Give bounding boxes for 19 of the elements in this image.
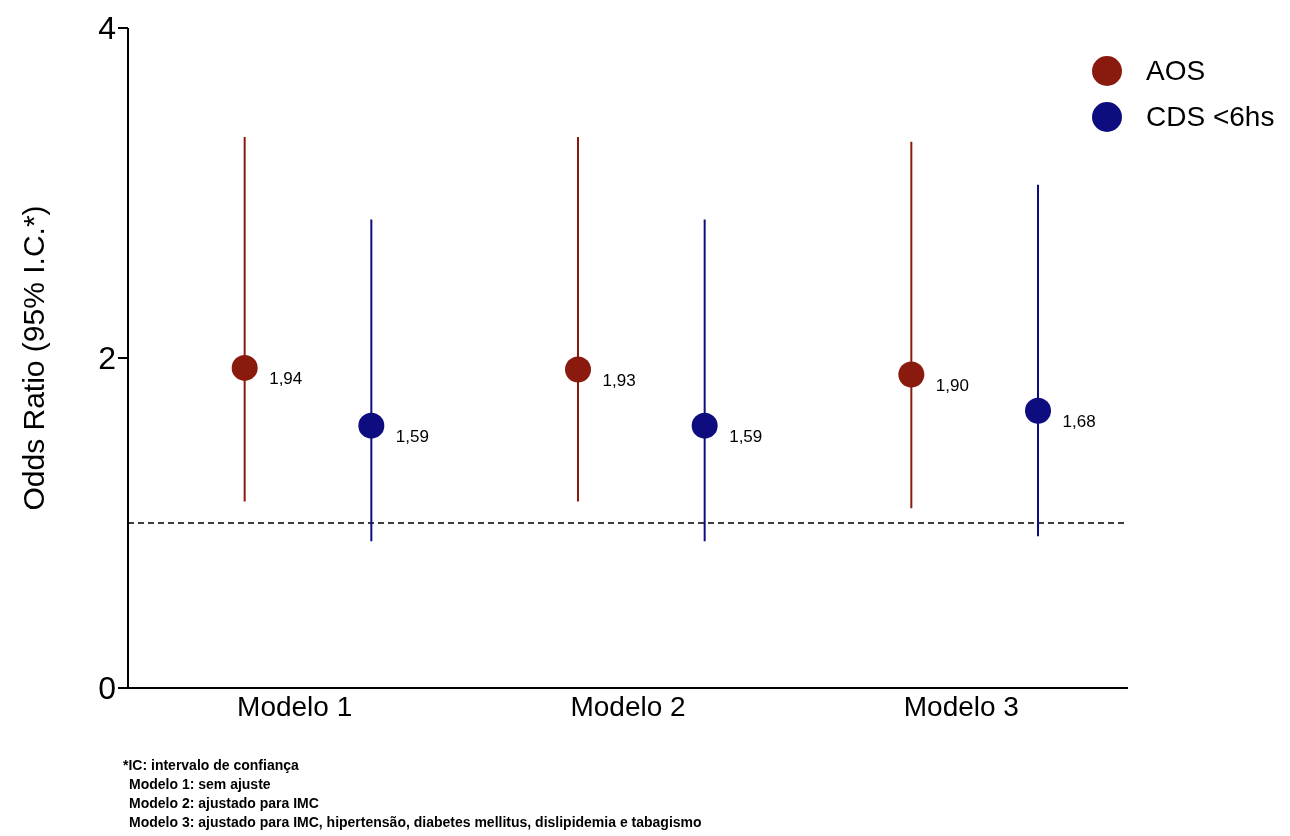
y-axis-title: Odds Ratio (95% I.C.*) [16, 205, 50, 511]
data-label: 1,59 [395, 426, 429, 446]
data-label: 1,90 [935, 375, 969, 395]
data-label: 1,94 [269, 368, 303, 388]
text: *IC: intervalo de confiança [123, 756, 300, 775]
text: Modelo 2: ajustado para IMC [128, 794, 320, 813]
data-label: 1,93 [602, 370, 636, 390]
text: Modelo 3: ajustado para IMC, hipertensão, diabetes mellitus, dislipidemia e tabagismo [128, 813, 702, 832]
y-tick-label: 2 [98, 340, 116, 377]
y-tick-label: 4 [98, 10, 116, 47]
y-tick-label: 0 [98, 670, 116, 707]
x-tick-label: Modelo 1 [237, 690, 353, 722]
data-label: 1,59 [729, 426, 763, 446]
text: Modelo 1: sem ajuste [128, 775, 272, 794]
x-tick-label: Modelo 3 [903, 690, 1019, 722]
x-tick-label: Modelo 2 [570, 690, 686, 722]
data-label: 1,68 [1062, 411, 1096, 431]
legend-label: AOS [1146, 55, 1206, 87]
legend-label: CDS <6hs [1146, 101, 1275, 133]
